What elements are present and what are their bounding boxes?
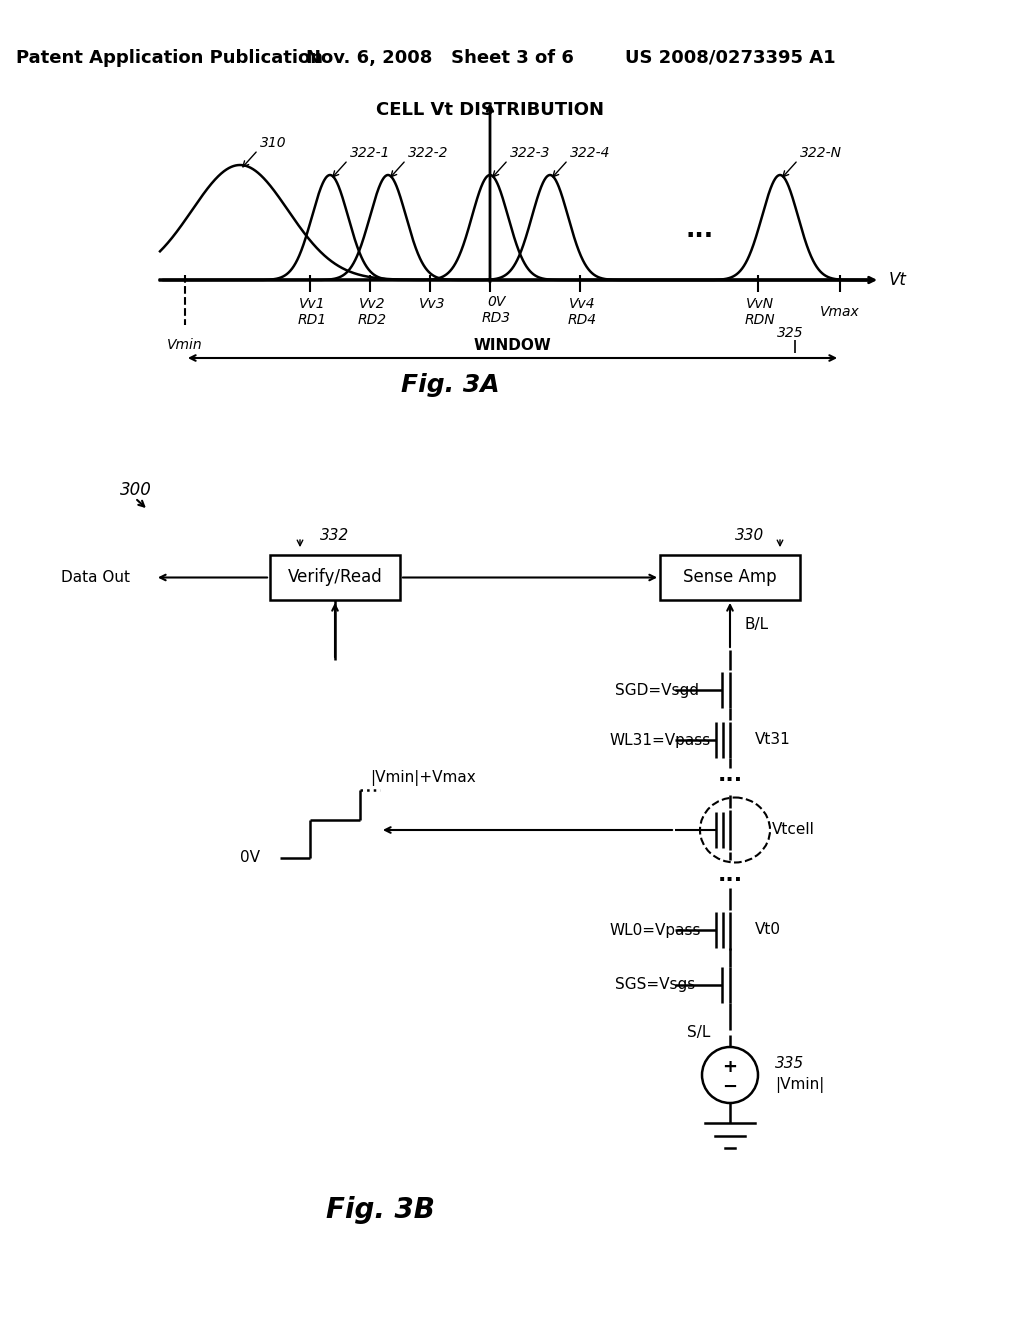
Text: SGD=Vsgd: SGD=Vsgd bbox=[615, 682, 699, 697]
Text: Nov. 6, 2008   Sheet 3 of 6: Nov. 6, 2008 Sheet 3 of 6 bbox=[306, 49, 573, 67]
Text: WL0=Vpass: WL0=Vpass bbox=[610, 923, 701, 937]
Text: ...: ... bbox=[718, 766, 742, 785]
Text: 322-2: 322-2 bbox=[408, 147, 449, 160]
Text: Vt: Vt bbox=[889, 271, 907, 289]
Text: VvN: VvN bbox=[745, 297, 774, 312]
Text: 322-1: 322-1 bbox=[350, 147, 390, 160]
Text: 322-3: 322-3 bbox=[510, 147, 551, 160]
FancyBboxPatch shape bbox=[270, 554, 400, 601]
Text: CELL Vt DISTRIBUTION: CELL Vt DISTRIBUTION bbox=[376, 102, 604, 119]
Text: −: − bbox=[723, 1078, 737, 1096]
Text: RD3: RD3 bbox=[481, 312, 511, 325]
Text: SGS=Vsgs: SGS=Vsgs bbox=[615, 978, 695, 993]
Text: US 2008/0273395 A1: US 2008/0273395 A1 bbox=[625, 49, 836, 67]
Ellipse shape bbox=[700, 797, 770, 862]
Text: Fig. 3B: Fig. 3B bbox=[326, 1196, 434, 1224]
Text: 300: 300 bbox=[120, 480, 152, 499]
Text: 322-N: 322-N bbox=[800, 147, 842, 160]
Text: ...: ... bbox=[718, 865, 742, 884]
Text: 0V: 0V bbox=[486, 294, 505, 309]
Text: 325: 325 bbox=[776, 326, 803, 341]
Text: 0V: 0V bbox=[240, 850, 260, 866]
Text: |Vmin|: |Vmin| bbox=[775, 1077, 824, 1093]
Text: RDN: RDN bbox=[744, 313, 775, 327]
Text: Vt0: Vt0 bbox=[755, 923, 781, 937]
Text: B/L: B/L bbox=[745, 618, 769, 632]
Text: S/L: S/L bbox=[687, 1024, 710, 1040]
Circle shape bbox=[702, 1047, 758, 1104]
Text: WL31=Vpass: WL31=Vpass bbox=[610, 733, 712, 747]
Text: Vv3: Vv3 bbox=[419, 297, 445, 312]
Text: 330: 330 bbox=[735, 528, 765, 543]
Text: RD1: RD1 bbox=[297, 313, 327, 327]
Text: RD2: RD2 bbox=[357, 313, 387, 327]
Text: Vv1: Vv1 bbox=[299, 297, 326, 312]
Text: Verify/Read: Verify/Read bbox=[288, 569, 382, 586]
Text: 322-4: 322-4 bbox=[570, 147, 610, 160]
Text: Data Out: Data Out bbox=[61, 570, 130, 585]
Text: Vv4: Vv4 bbox=[568, 297, 595, 312]
Text: Vmax: Vmax bbox=[820, 305, 860, 319]
Text: Vmin: Vmin bbox=[167, 338, 203, 352]
Text: 335: 335 bbox=[775, 1056, 804, 1071]
Text: Fig. 3A: Fig. 3A bbox=[400, 374, 500, 397]
Text: Patent Application Publication: Patent Application Publication bbox=[16, 49, 324, 67]
Text: 332: 332 bbox=[321, 528, 349, 543]
Text: WINDOW: WINDOW bbox=[474, 338, 551, 354]
Text: Vt31: Vt31 bbox=[755, 733, 791, 747]
Text: |Vmin|+Vmax: |Vmin|+Vmax bbox=[370, 770, 476, 785]
Text: ...: ... bbox=[686, 218, 714, 242]
Text: Vtcell: Vtcell bbox=[772, 822, 815, 837]
Text: RD4: RD4 bbox=[567, 313, 597, 327]
Text: Sense Amp: Sense Amp bbox=[683, 569, 777, 586]
Text: Vv2: Vv2 bbox=[358, 297, 385, 312]
Text: +: + bbox=[723, 1059, 737, 1076]
FancyBboxPatch shape bbox=[660, 554, 800, 601]
Text: 310: 310 bbox=[260, 136, 287, 150]
